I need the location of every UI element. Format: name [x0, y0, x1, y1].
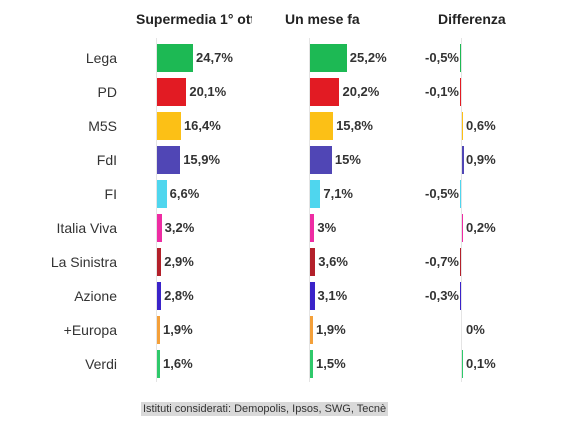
bar-month-ago: [310, 78, 340, 106]
bar-difference: [459, 248, 461, 276]
bar-month-ago: [310, 350, 313, 378]
row-label: PD: [97, 84, 117, 100]
bar-supermedia: [157, 44, 194, 72]
value-supermedia: 16,4%: [183, 118, 221, 133]
bar-supermedia: [157, 214, 162, 242]
bar-month-ago: [310, 180, 321, 208]
axis-line-month-ago: [309, 38, 310, 382]
value-month-ago: 20,2%: [342, 84, 380, 99]
value-month-ago: 15,8%: [336, 118, 373, 133]
bar-difference: [462, 214, 463, 242]
bar-supermedia: [157, 316, 160, 344]
value-month-ago: 1,9%: [316, 322, 346, 337]
bar-supermedia: [157, 146, 181, 174]
value-month-ago: 7,1%: [323, 186, 353, 201]
header-difference: Differenza: [438, 11, 506, 27]
bar-supermedia: [157, 282, 162, 310]
value-month-ago: 25,2%: [349, 50, 387, 65]
bar-month-ago: [310, 282, 315, 310]
value-supermedia: 24,7%: [196, 50, 233, 65]
value-difference: 0,1%: [466, 356, 496, 371]
bar-month-ago: [310, 316, 313, 344]
bar-difference: [462, 350, 463, 378]
row-label: Verdi: [85, 356, 117, 372]
row-label: Azione: [74, 288, 117, 304]
header-supermedia: Supermedia 1° ott: [136, 11, 252, 27]
value-supermedia: 2,9%: [164, 254, 194, 269]
bar-month-ago: [310, 146, 332, 174]
row-label: +Europa: [63, 322, 117, 338]
axis-line-supermedia: [156, 38, 157, 382]
value-month-ago: 3,6%: [318, 254, 348, 269]
bar-difference: [460, 180, 461, 208]
value-supermedia: 15,9%: [183, 152, 221, 167]
value-difference: 0,9%: [466, 152, 496, 167]
axis-line-difference: [461, 38, 462, 382]
bar-month-ago: [310, 248, 316, 276]
value-difference: 0,2%: [466, 220, 496, 235]
value-supermedia: 1,6%: [163, 356, 193, 371]
footnote: Istituti considerati: Demopolis, Ipsos, …: [141, 402, 389, 416]
value-month-ago: 3%: [317, 220, 337, 235]
bar-difference: [462, 112, 464, 140]
bar-supermedia: [157, 78, 187, 106]
value-supermedia: 20,1%: [189, 84, 227, 99]
value-month-ago: 1,5%: [316, 356, 346, 371]
bar-supermedia: [157, 350, 160, 378]
value-supermedia: 1,9%: [163, 322, 193, 337]
bar-supermedia: [157, 180, 167, 208]
value-supermedia: 6,6%: [169, 186, 200, 201]
value-difference: -0,3%: [425, 288, 459, 303]
bar-month-ago: [310, 44, 347, 72]
value-supermedia: 2,8%: [164, 288, 194, 303]
value-month-ago: 3,1%: [317, 288, 348, 303]
value-difference: -0,1%: [425, 84, 459, 99]
value-difference: 0,6%: [466, 118, 496, 133]
value-month-ago: 15%: [334, 152, 361, 167]
row-label: FI: [104, 186, 117, 202]
bar-difference: [462, 146, 464, 174]
bar-supermedia: [157, 248, 162, 276]
bar-month-ago: [310, 112, 334, 140]
bar-difference: [460, 44, 461, 72]
value-difference: -0,5%: [425, 186, 459, 201]
bar-difference: [460, 282, 461, 310]
value-supermedia: 3,2%: [164, 220, 195, 235]
value-difference: 0%: [466, 322, 485, 337]
row-label: M5S: [88, 118, 117, 134]
value-difference: -0,7%: [425, 254, 459, 269]
bar-difference: [460, 78, 461, 106]
row-label: FdI: [96, 152, 117, 168]
header-month-ago: Un mese fa: [285, 11, 360, 27]
row-label: Italia Viva: [56, 220, 117, 236]
bar-supermedia: [157, 112, 181, 140]
value-difference: -0,5%: [425, 50, 459, 65]
bar-month-ago: [310, 214, 315, 242]
row-label: Lega: [85, 50, 117, 66]
row-label: La Sinistra: [50, 254, 117, 270]
